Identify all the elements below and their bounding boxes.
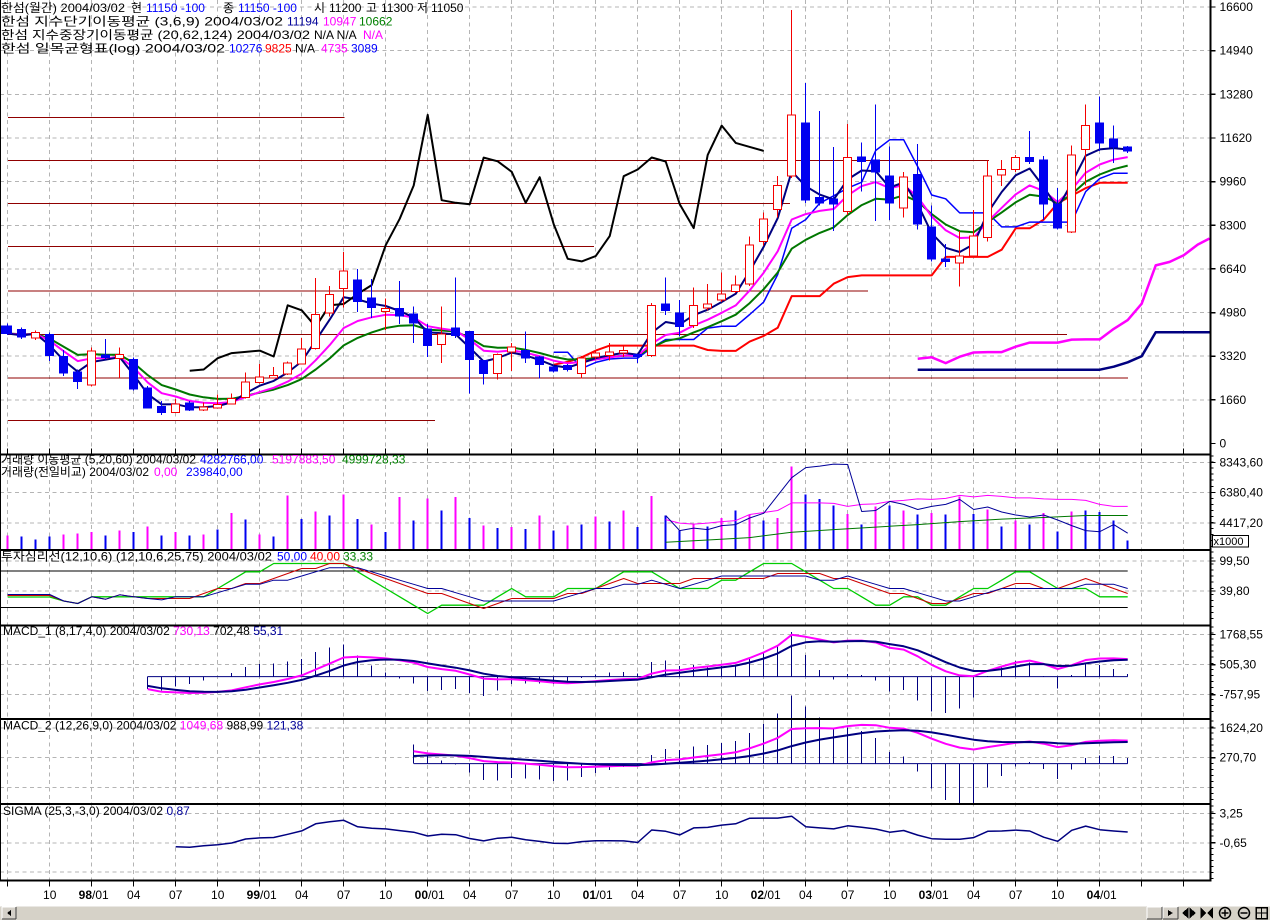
svg-text:10: 10 (43, 888, 57, 902)
svg-text:04: 04 (127, 888, 141, 902)
svg-text:07: 07 (673, 888, 687, 902)
svg-text:270,70: 270,70 (1220, 751, 1257, 765)
svg-text:-757,95: -757,95 (1220, 688, 1261, 702)
svg-text:8343,60: 8343,60 (1220, 456, 1264, 470)
svg-text:10: 10 (883, 888, 897, 902)
svg-text:04: 04 (799, 888, 813, 902)
svg-text:한섬 지수중장기이동평균 (20,62,124) 2004/: 한섬 지수중장기이동평균 (20,62,124) 2004/03/02 N/A N… (1, 28, 383, 42)
svg-text:00/01: 00/01 (415, 888, 445, 902)
svg-text:03/01: 03/01 (919, 888, 949, 902)
svg-text:투자심리선(12,10,6) (12,10,6,25,75): 투자심리선(12,10,6) (12,10,6,25,75) 2004/03/0… (1, 550, 373, 564)
svg-text:4417,20: 4417,20 (1220, 516, 1264, 530)
svg-text:11620: 11620 (1220, 131, 1253, 145)
svg-text:07: 07 (169, 888, 183, 902)
svg-text:1768,55: 1768,55 (1220, 628, 1264, 642)
svg-text:07: 07 (505, 888, 519, 902)
svg-text:07: 07 (1009, 888, 1023, 902)
svg-text:04: 04 (295, 888, 309, 902)
svg-text:10: 10 (379, 888, 393, 902)
svg-text:1624,20: 1624,20 (1220, 721, 1264, 735)
svg-text:0: 0 (1220, 437, 1227, 451)
svg-text:10: 10 (547, 888, 561, 902)
svg-text:10: 10 (715, 888, 729, 902)
svg-text:01/01: 01/01 (583, 888, 613, 902)
svg-text:8300: 8300 (1220, 218, 1247, 232)
svg-text:3320: 3320 (1220, 349, 1247, 363)
svg-text:07: 07 (337, 888, 351, 902)
svg-text:02/01: 02/01 (751, 888, 781, 902)
svg-text:6380,40: 6380,40 (1220, 486, 1264, 500)
svg-text:04: 04 (967, 888, 981, 902)
svg-text:x1000: x1000 (1214, 536, 1244, 548)
svg-text:9960: 9960 (1220, 175, 1247, 189)
svg-text:SIGMA (25,3,-3,0) 2004/03/02 0: SIGMA (25,3,-3,0) 2004/03/02 0,87 (3, 804, 190, 818)
svg-text:6640: 6640 (1220, 262, 1247, 276)
svg-text:39,80: 39,80 (1220, 584, 1250, 598)
svg-text:MACD_1 (8,17,4,0) 2004/03/02 7: MACD_1 (8,17,4,0) 2004/03/02 730,13 702,… (3, 624, 284, 638)
svg-text:04/01: 04/01 (1087, 888, 1117, 902)
svg-text:-0,65: -0,65 (1220, 836, 1248, 850)
svg-text:한섬 지수단기이동평균 (3,6,9) 2004/03/02: 한섬 지수단기이동평균 (3,6,9) 2004/03/02 11194 10947… (1, 15, 393, 29)
svg-text:99/01: 99/01 (247, 888, 277, 902)
svg-text:07: 07 (841, 888, 855, 902)
svg-text:04: 04 (631, 888, 645, 902)
svg-text:거래량 이동평균 (5,20,60) 2004/03/024: 거래량 이동평균 (5,20,60) 2004/03/02 4282766,00 5… (1, 453, 406, 467)
svg-text:99,50: 99,50 (1220, 554, 1250, 568)
svg-text:10: 10 (1051, 888, 1065, 902)
svg-text:4980: 4980 (1220, 306, 1247, 320)
svg-text:14940: 14940 (1220, 44, 1254, 58)
svg-text:MACD_2 (12,26,9,0) 2004/03/02: MACD_2 (12,26,9,0) 2004/03/02 1049,68 98… (3, 719, 304, 733)
svg-text:04: 04 (463, 888, 477, 902)
svg-text:505,30: 505,30 (1220, 658, 1257, 672)
svg-text:10: 10 (211, 888, 225, 902)
svg-text:3,25: 3,25 (1220, 807, 1244, 821)
svg-text:13280: 13280 (1220, 87, 1254, 101)
svg-text:98/01: 98/01 (79, 888, 109, 902)
svg-text:1660: 1660 (1220, 393, 1247, 407)
svg-text:16600: 16600 (1220, 0, 1254, 14)
